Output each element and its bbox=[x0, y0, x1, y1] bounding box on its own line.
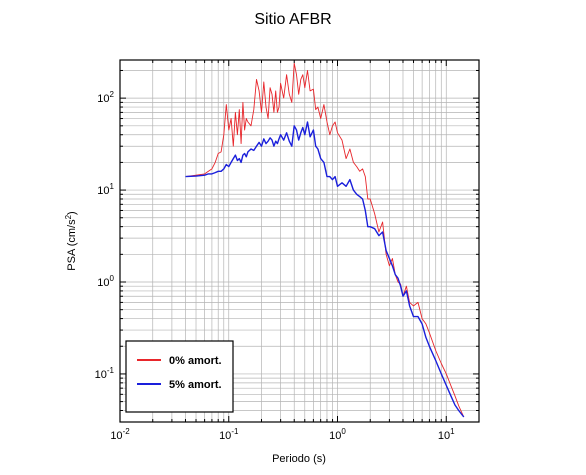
plot-frame bbox=[119, 59, 480, 423]
y-axis-label-sup: 2 bbox=[64, 214, 73, 219]
x-tick-label: 101 bbox=[438, 427, 455, 442]
x-tick-label: 10-2 bbox=[110, 427, 130, 442]
y-tick-label: 10-1 bbox=[95, 366, 115, 381]
y-tick-labels: 10-1 100 101 102 bbox=[95, 90, 115, 381]
x-tick-label: 100 bbox=[329, 427, 346, 442]
y-axis-label-end: ) bbox=[66, 211, 78, 215]
series-line-1 bbox=[185, 121, 465, 418]
chart-title: Sitio AFBR bbox=[254, 11, 331, 28]
x-axis-label: Periodo (s) bbox=[272, 453, 326, 465]
y-axis-label: PSA (cm/s2) bbox=[64, 211, 78, 270]
legend-box bbox=[125, 340, 234, 413]
legend: 0% amort. 5% amort. bbox=[125, 340, 234, 413]
x-tick-labels: 10-2 10-1 100 101 bbox=[110, 427, 455, 442]
legend-label-0pct: 0% amort. bbox=[169, 355, 222, 367]
series-layer bbox=[185, 62, 465, 418]
y-tick-label: 101 bbox=[97, 182, 114, 197]
legend-label-5pct: 5% amort. bbox=[169, 379, 222, 391]
grid bbox=[119, 60, 480, 423]
y-axis-label-base: PSA (cm/s bbox=[66, 219, 78, 271]
y-tick-label: 102 bbox=[97, 90, 114, 105]
y-tick-label: 100 bbox=[97, 274, 114, 289]
x-tick-label: 10-1 bbox=[219, 427, 239, 442]
